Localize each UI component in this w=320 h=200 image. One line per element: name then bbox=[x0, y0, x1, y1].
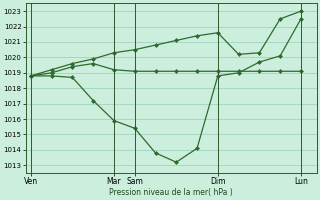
X-axis label: Pression niveau de la mer( hPa ): Pression niveau de la mer( hPa ) bbox=[109, 188, 233, 197]
